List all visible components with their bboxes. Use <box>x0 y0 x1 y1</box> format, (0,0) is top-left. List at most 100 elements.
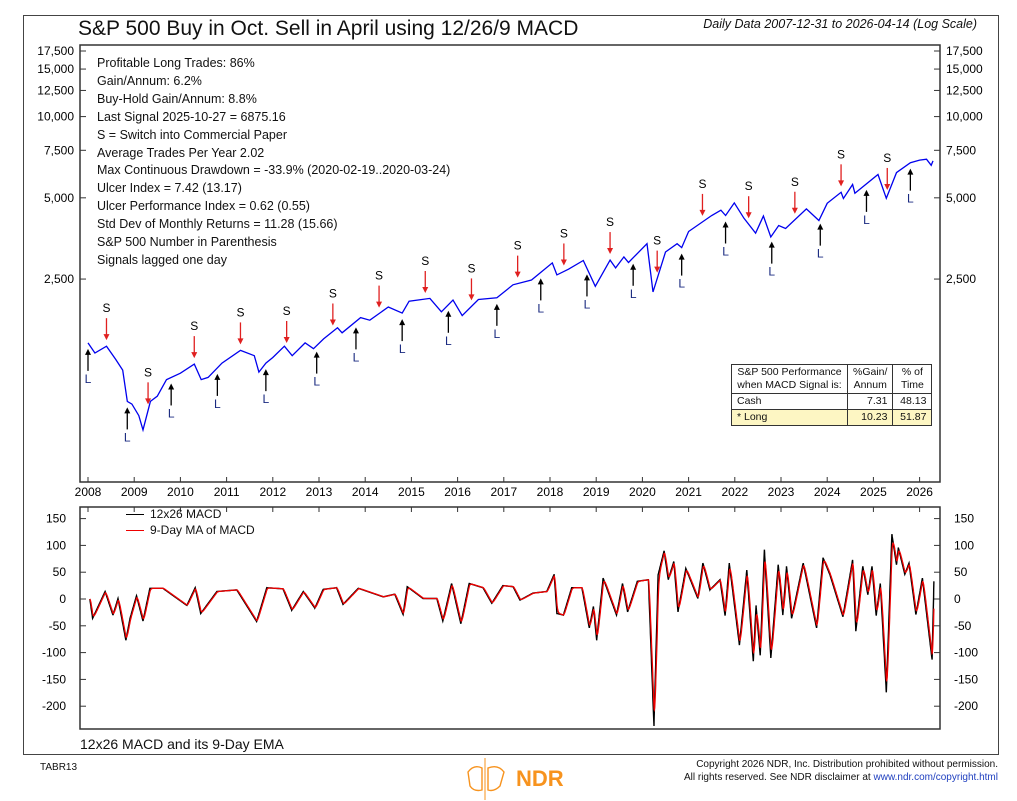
table-header-row: S&P 500 Performance when MACD Signal is:… <box>731 364 933 394</box>
macd-y-tick-label-left: -150 <box>42 672 66 686</box>
buy-arrow-head <box>863 189 870 196</box>
copyright: Copyright 2026 NDR, Inc. Distribution pr… <box>684 758 998 784</box>
buy-signal-label: L <box>168 406 175 420</box>
y-tick-label-left: 7,500 <box>44 143 74 157</box>
macd-y-tick-label-left: -50 <box>49 619 67 633</box>
x-tick-label: 2010 <box>167 485 194 499</box>
legend-label: 9-Day MA of MACD <box>150 523 255 537</box>
sell-arrow-head <box>145 398 152 405</box>
stats-block: Profitable Long Trades: 86% Gain/Annum: … <box>97 55 450 270</box>
stat-line: S&P 500 Number in Parenthesis <box>97 235 277 250</box>
buy-arrow-head <box>537 278 544 285</box>
macd-signal-line <box>89 542 935 713</box>
sell-signal-label: S <box>883 151 891 165</box>
buy-signal-label: L <box>722 245 729 259</box>
buy-arrow-head <box>313 351 320 358</box>
macd-y-tick-label-right: -100 <box>954 646 978 660</box>
macd-y-tick-label-left: 0 <box>59 592 66 606</box>
buy-arrow-head <box>399 319 406 326</box>
table-header: S&P 500 Performance when MACD Signal is: <box>731 364 848 394</box>
sell-arrow-head <box>745 212 752 219</box>
x-tick-label: 2011 <box>214 485 240 499</box>
price-plot-area <box>79 44 941 483</box>
buy-arrow-head <box>493 303 500 310</box>
x-tick-label: 2012 <box>259 485 286 499</box>
sp500-price-line <box>87 158 934 433</box>
x-tick-label: 2008 <box>75 485 102 499</box>
x-tick-label: 2009 <box>121 485 148 499</box>
x-tick-label: 2015 <box>398 485 425 499</box>
table-cell: Cash <box>731 393 848 410</box>
table-row: Cash 7.31 48.13 <box>731 393 933 410</box>
sell-arrow-head <box>884 183 891 190</box>
sell-signal-label: S <box>375 269 383 283</box>
buy-signal-label: L <box>399 342 406 356</box>
sell-signal-label: S <box>791 175 799 189</box>
buy-signal-label: L <box>907 192 914 206</box>
sell-signal-label: S <box>560 226 568 240</box>
y-tick-label-right: 12,500 <box>946 83 983 97</box>
x-tick-label: 2017 <box>490 485 517 499</box>
buy-arrow-head <box>214 373 221 380</box>
buy-arrow-head <box>722 221 729 228</box>
macd-line <box>89 533 935 727</box>
copyright-text: All rights reserved. See NDR disclaimer … <box>683 772 874 783</box>
y-tick-label-right: 7,500 <box>946 143 976 157</box>
copyright-line: Copyright 2026 NDR, Inc. Distribution pr… <box>696 759 998 770</box>
table-cell: 51.87 <box>892 409 933 426</box>
macd-y-tick-label-right: -150 <box>954 672 978 686</box>
buy-signal-label: L <box>678 277 685 291</box>
macd-y-tick-label-right: 50 <box>954 565 968 579</box>
sell-arrow-head <box>103 334 110 341</box>
x-tick-label: 2023 <box>768 485 795 499</box>
buy-signal-label: L <box>263 392 270 406</box>
sell-arrow-head <box>654 266 661 273</box>
sell-signal-label: S <box>102 301 110 315</box>
y-tick-label-right: 5,000 <box>946 191 976 205</box>
buy-signal-label: L <box>768 265 775 279</box>
x-tick-label: 2016 <box>444 485 471 499</box>
chart-subtitle: Daily Data 2007-12-31 to 2026-04-14 (Log… <box>703 17 977 31</box>
x-tick-label: 2024 <box>814 485 841 499</box>
sell-arrow-head <box>283 336 290 343</box>
buy-arrow-head <box>630 263 637 270</box>
sell-signal-label: S <box>745 179 753 193</box>
stat-line: Last Signal 2025-10-27 = 6875.16 <box>97 109 286 124</box>
stat-line: Std Dev of Monthly Returns = 11.28 (15.6… <box>97 217 338 232</box>
logo-text: NDR <box>516 766 564 791</box>
x-tick-label: 2020 <box>629 485 656 499</box>
performance-table: S&P 500 Performance when MACD Signal is:… <box>731 364 933 426</box>
y-tick-label-right: 17,500 <box>946 44 983 58</box>
macd-y-tick-label-left: 50 <box>53 565 67 579</box>
y-tick-label-left: 15,000 <box>37 62 74 76</box>
table-header: % of Time <box>892 364 933 394</box>
stat-line: Ulcer Performance Index = 0.62 (0.55) <box>97 199 310 214</box>
macd-y-tick-label-right: 0 <box>954 592 961 606</box>
chart-frame <box>23 15 999 755</box>
buy-signal-label: L <box>313 375 320 389</box>
sell-signal-label: S <box>236 305 244 319</box>
table-cell: 10.23 <box>846 409 894 426</box>
macd-y-tick-label-left: 100 <box>46 538 66 552</box>
sell-signal-label: S <box>837 147 845 161</box>
stat-line: Average Trades Per Year 2.02 <box>97 145 265 160</box>
sell-signal-label: S <box>698 177 706 191</box>
chart-code: TABR13 <box>40 762 78 773</box>
sell-signal-label: S <box>190 319 198 333</box>
buy-arrow-head <box>445 310 452 317</box>
copyright-link[interactable]: www.ndr.com/copyright.html <box>873 772 999 783</box>
legend-item-signal: 9-Day MA of MACD <box>126 522 255 538</box>
macd-legend: 12x26 MACD 9-Day MA of MACD <box>126 506 255 538</box>
chart-title: S&P 500 Buy in Oct. Sell in April using … <box>78 17 579 40</box>
x-tick-label: 2013 <box>306 485 333 499</box>
macd-y-tick-label-right: -50 <box>954 619 972 633</box>
y-tick-label-right: 15,000 <box>946 62 983 76</box>
sell-signal-label: S <box>421 254 429 268</box>
buy-signal-label: L <box>494 327 501 341</box>
buy-arrow-head <box>817 223 824 230</box>
sell-arrow-head <box>514 271 521 278</box>
macd-y-tick-label-left: 150 <box>46 512 66 526</box>
buy-signal-label: L <box>124 430 131 444</box>
sell-arrow-head <box>838 180 845 187</box>
